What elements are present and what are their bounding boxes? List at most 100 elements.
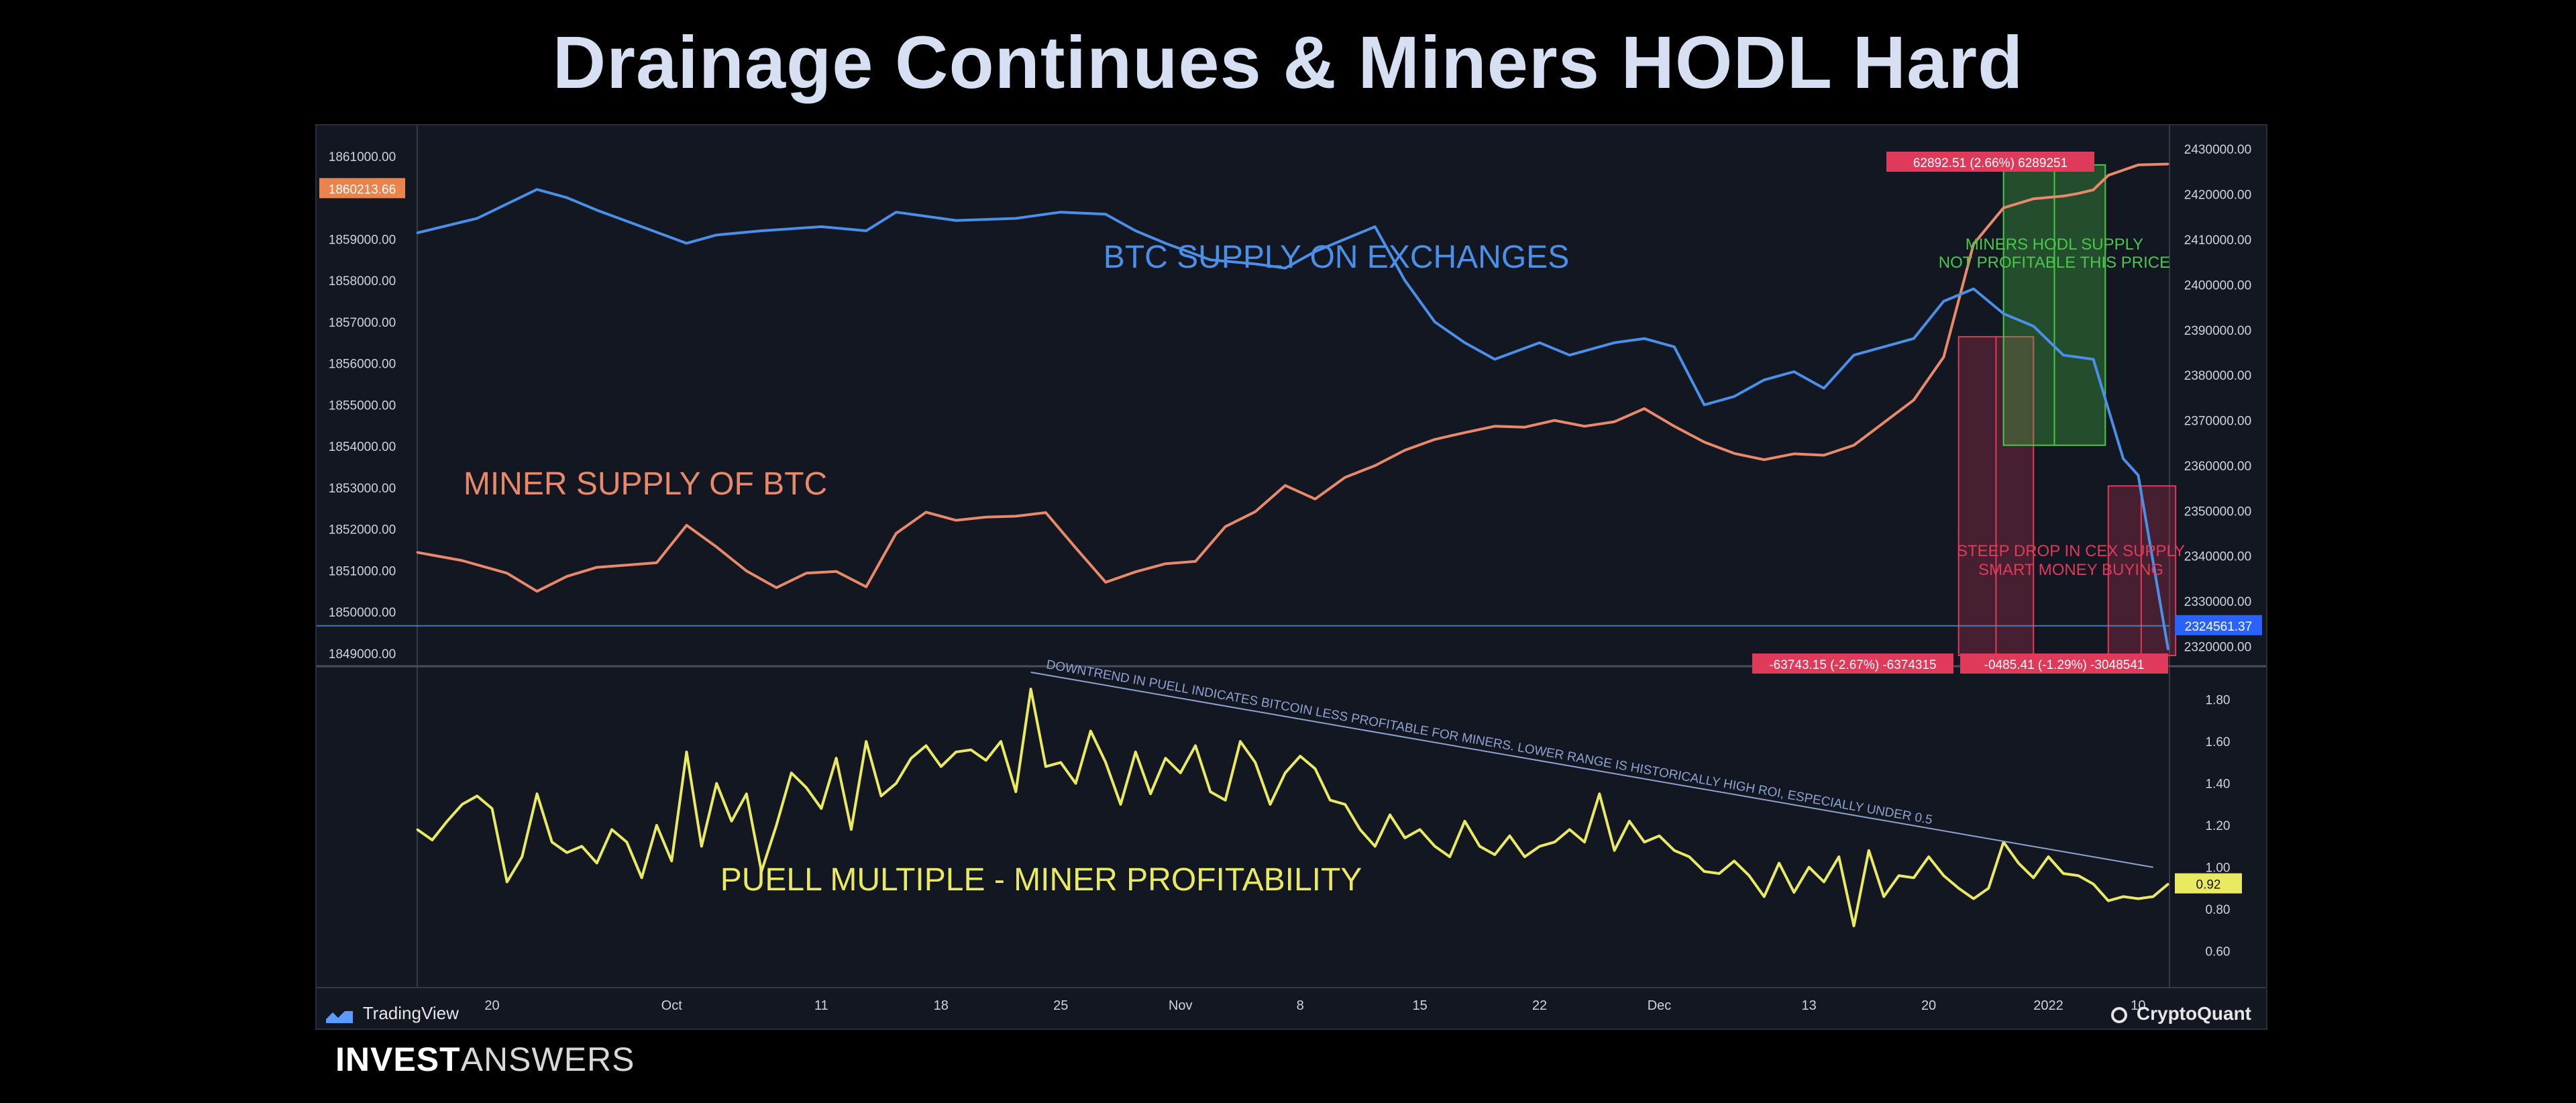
- x-axis-tick-label: Oct: [661, 998, 683, 1013]
- miner-supply-line: [417, 162, 2169, 593]
- puell-multiple-line-point: [1089, 730, 1092, 732]
- footer-brand-bold: INVEST: [335, 1041, 461, 1078]
- exchange-supply-line-point: [1284, 267, 1287, 270]
- miner-supply-line-point: [2107, 174, 2110, 176]
- footer-brand-light: ANSWERS: [460, 1041, 635, 1078]
- measure-label-up-bg: [1886, 152, 2094, 172]
- exchange-supply-line-point: [1314, 250, 1316, 253]
- puell-multiple-line-point: [641, 876, 643, 879]
- exchange-supply-line-point: [1254, 262, 1256, 265]
- tradingview-logo[interactable]: TradingView: [326, 1003, 459, 1024]
- cryptoquant-icon: [2111, 1006, 2128, 1023]
- puell-multiple-line-point: [1044, 766, 1047, 768]
- miner-supply-line-point: [596, 566, 598, 569]
- exchange-supply-line-point: [416, 231, 419, 234]
- puell-multiple-line-point: [1718, 872, 1721, 875]
- puell-last-value-badge: 0.92: [2196, 878, 2221, 892]
- miner-supply-line-point: [1643, 407, 1646, 410]
- left-axis-tick-label: 1857000.00: [329, 316, 396, 330]
- miner-supply-line-point: [1553, 419, 1556, 422]
- exchange-supply-line-point: [1059, 211, 1062, 213]
- left-axis-tick-label: 1854000.00: [329, 440, 396, 454]
- miner-supply-line-point: [1134, 570, 1137, 573]
- exchange-supply-line-point: [686, 242, 688, 245]
- puell-multiple-line-point: [1673, 849, 1676, 852]
- puell-multiple-line-point: [670, 859, 673, 862]
- puell-multiple-line-point: [1538, 845, 1541, 847]
- miner-supply-line-point: [1523, 426, 1526, 429]
- miner-supply-line-point: [1613, 421, 1616, 423]
- annotation-puell-downtrend: DOWNTREND IN PUELL INDICATES BITCOIN LES…: [1045, 658, 1933, 827]
- exchange-supply-line-point: [895, 211, 898, 213]
- exchange-supply-line-point: [1913, 337, 1915, 340]
- miner-supply-line-point: [745, 570, 748, 572]
- miner-supply-line-point: [925, 511, 927, 513]
- exchange-supply-line-point: [2062, 354, 2065, 356]
- exchange-supply-line-point: [1134, 229, 1137, 232]
- left-axis-tick-label: 1852000.00: [329, 523, 396, 537]
- puell-last-value-badge-bg: [2175, 873, 2242, 894]
- x-axis-tick-label: 10: [2131, 998, 2145, 1013]
- exchange-supply-line-point: [715, 233, 718, 236]
- left-last-value-badge: 1860213.66: [329, 182, 396, 197]
- puell-multiple-line-point: [1898, 874, 1900, 877]
- puell-multiple-line-point: [1374, 845, 1377, 847]
- annotation-miners-hodl-1: MINERS HODL SUPPLY: [1966, 235, 2143, 254]
- puell-multiple-line-point: [551, 841, 553, 843]
- left-axis-tick-label: 1855000.00: [329, 399, 396, 413]
- puell-axis-tick-label: 1.80: [2206, 694, 2231, 708]
- miner-supply-line-point: [1434, 438, 1436, 441]
- miner-supply-line-point: [2092, 189, 2094, 191]
- puell-multiple-line-point: [1120, 803, 1122, 806]
- puell-multiple-line-point: [1778, 861, 1780, 864]
- puell-axis-tick-label: 1.20: [2206, 819, 2231, 833]
- x-axis-tick-label: 20: [484, 998, 499, 1013]
- puell-multiple-line-point: [446, 820, 449, 823]
- left-axis-tick-label: 1853000.00: [329, 482, 396, 496]
- puell-multiple-line-point: [580, 845, 583, 847]
- miner-supply-line-point: [2137, 164, 2139, 166]
- miner-supply-line-point: [2062, 195, 2065, 197]
- miner-supply-line-point: [2167, 163, 2169, 165]
- puell-multiple-line-point: [1403, 837, 1406, 839]
- chart-svg: 1861000.00 1859000.00 1858000.00 1857000.00…: [317, 125, 2266, 1013]
- puell-multiple-line-point: [2077, 874, 2080, 877]
- puell-multiple-line-point: [1808, 866, 1811, 869]
- right-axis-tick-label: 2330000.00: [2184, 595, 2251, 609]
- puell-multiple-line-point: [1972, 898, 1975, 900]
- miner-supply-line-point: [1583, 425, 1586, 427]
- right-axis-tick-label: 2320000.00: [2184, 641, 2251, 655]
- puell-multiple-line-point: [2167, 883, 2169, 886]
- miner-supply-line-point: [1733, 452, 1735, 455]
- miner-supply-line-point: [1673, 425, 1676, 427]
- cryptoquant-logo: CryptoQuant: [2111, 1003, 2251, 1025]
- puell-multiple-line-point: [1419, 828, 1421, 831]
- exchange-supply-line-point: [1823, 387, 1825, 390]
- puell-multiple-line-point: [1284, 772, 1287, 774]
- puell-multiple-line-point: [655, 824, 658, 827]
- puell-multiple-line-point: [431, 839, 433, 841]
- measure-label-down-1-bg: [1752, 653, 1953, 674]
- exchange-supply-line-point: [760, 229, 763, 232]
- exchange-supply-line-point: [2002, 313, 2005, 315]
- left-axis-tick-label: 1858000.00: [329, 274, 396, 288]
- x-axis-tick-label: 8: [1297, 998, 1304, 1013]
- puell-multiple-line-point: [1464, 820, 1466, 823]
- left-axis-tick-label: 1851000.00: [329, 564, 396, 578]
- miner-supply-line-point: [1194, 560, 1197, 563]
- right-axis-tick-label: 2370000.00: [2184, 415, 2251, 429]
- puell-multiple-line-point: [1149, 792, 1152, 795]
- exchange-supply-line-point: [596, 209, 598, 211]
- puell-multiple-line-point: [1134, 751, 1137, 753]
- exchange-supply-line-point: [1014, 217, 1017, 219]
- puell-multiple-line-point: [1882, 895, 1885, 898]
- puell-multiple-line-point: [1358, 828, 1361, 831]
- puell-multiple-line-point: [1030, 688, 1032, 690]
- right-axis-tick-label: 2350000.00: [2184, 505, 2251, 519]
- miner-supply-line-point: [416, 551, 419, 554]
- miner-supply-line-point: [895, 532, 898, 535]
- puell-multiple-line-point: [895, 782, 898, 785]
- puell-trendline: [1030, 672, 2153, 868]
- miner-supply-line-point: [1464, 431, 1466, 434]
- puell-multiple-line-point: [1568, 828, 1571, 831]
